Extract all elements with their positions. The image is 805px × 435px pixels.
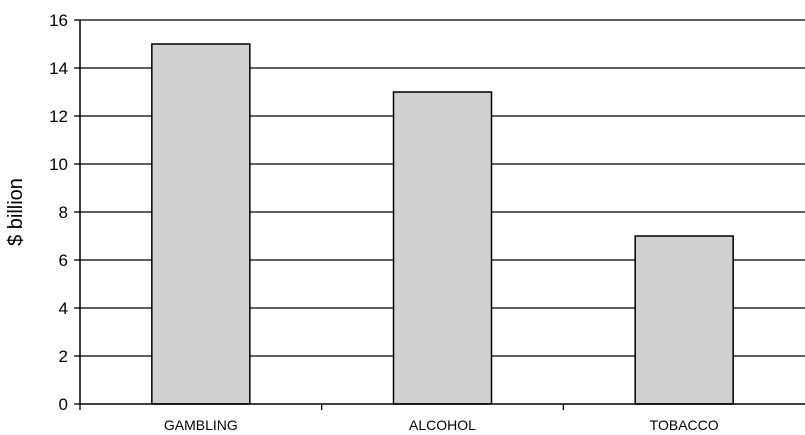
y-tick-label: 12	[49, 107, 68, 126]
y-tick-label: 2	[59, 347, 68, 366]
bar-gambling	[151, 43, 251, 405]
y-tick-label: 8	[59, 203, 68, 222]
x-category-label: TOBACCO	[650, 417, 719, 433]
bar-alcohol	[392, 91, 493, 405]
y-tick-label: 10	[49, 155, 68, 174]
y-tick-label: 4	[59, 299, 68, 318]
y-axis-title: $ billion	[5, 178, 27, 246]
y-tick-label: 0	[59, 395, 68, 414]
bars	[151, 43, 734, 405]
tick-labels: 0 2 4 6 8 10 12 14 16 GAMBLING ALCOHOL TOBACCO	[49, 11, 719, 433]
x-category-label: GAMBLING	[164, 417, 238, 433]
axes	[74, 19, 805, 410]
bar-tobacco	[634, 235, 734, 405]
y-tick-label: 16	[49, 11, 68, 30]
y-tick-label: 14	[49, 59, 68, 78]
x-category-label: ALCOHOL	[409, 417, 476, 433]
y-tick-label: 6	[59, 251, 68, 270]
